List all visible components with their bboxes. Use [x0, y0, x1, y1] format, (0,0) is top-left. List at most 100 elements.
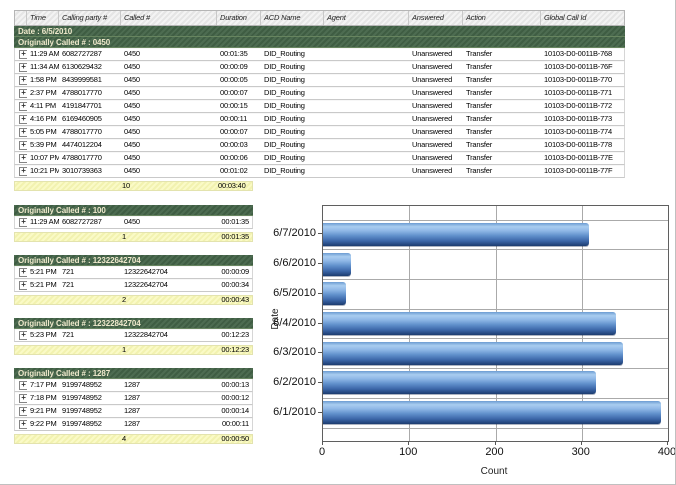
cell-action: Transfer: [466, 127, 493, 136]
column-header-action[interactable]: Action: [463, 11, 541, 25]
table-row: +9:22 PM 9199748952 1287 00:00:11: [14, 418, 253, 431]
call-group-section: Originally Called # : 100 +11:29 AM 608272…: [14, 205, 253, 242]
cell-called: 0450: [124, 127, 140, 136]
expand-cell: +: [15, 152, 27, 164]
cell-time: 4:11 PM: [30, 101, 56, 110]
summary-count: 2: [122, 296, 126, 304]
table-row: +10:21 PM 3010739363 0450 00:01:02 DID_Routi…: [14, 165, 625, 178]
cell-answered: Unanswered: [412, 127, 453, 136]
y-axis-tick-label: 6/5/2010: [273, 286, 316, 299]
cell-answered: Unanswered: [412, 153, 453, 162]
cell-duration: 00:00:03: [220, 140, 248, 149]
expand-cell: +: [15, 379, 27, 391]
cell-agent: [324, 61, 409, 73]
expand-cell: +: [15, 113, 27, 125]
gridline-horizontal: [323, 308, 668, 310]
expand-row-button[interactable]: +: [19, 63, 27, 72]
cell-called: 1287: [124, 406, 140, 415]
summary-count: 10: [122, 182, 130, 190]
expand-row-button[interactable]: +: [19, 115, 27, 124]
expand-row-button[interactable]: +: [19, 381, 27, 390]
expand-row-button[interactable]: +: [19, 407, 27, 416]
column-header-called[interactable]: Called #: [121, 11, 217, 25]
expand-row-button[interactable]: +: [19, 420, 27, 429]
expand-row-button[interactable]: +: [19, 218, 27, 227]
group-summary-row: 4 00:00:50: [14, 434, 253, 444]
group-header-band: Originally Called # : 12322642704: [14, 255, 253, 266]
expand-cell: +: [15, 139, 27, 151]
cell-global_id: 10103-D0-0011B-768: [544, 49, 612, 58]
cell-agent: [324, 152, 409, 164]
gridline-horizontal: [323, 249, 668, 251]
y-axis-tick: [318, 233, 322, 235]
expand-cell: +: [15, 165, 27, 177]
expand-row-button[interactable]: +: [19, 102, 27, 111]
expand-row-button[interactable]: +: [19, 268, 27, 277]
summary-spacer: [15, 435, 119, 443]
cell-action: Transfer: [466, 166, 493, 175]
table-row: +11:29 AM 6082727287 0450 00:01:35: [14, 216, 253, 229]
column-header-expand[interactable]: [15, 11, 27, 25]
cell-agent: [324, 165, 409, 177]
expand-row-button[interactable]: +: [19, 394, 27, 403]
cell-called: 1287: [124, 419, 140, 428]
expand-cell: +: [15, 418, 27, 430]
expand-row-button[interactable]: +: [19, 141, 27, 150]
expand-row-button[interactable]: +: [19, 281, 27, 290]
column-header-duration[interactable]: Duration: [217, 11, 261, 25]
cell-called: 0450: [124, 217, 140, 226]
cell-duration: 00:00:05: [220, 75, 248, 84]
cell-acd: DID_Routing: [264, 62, 305, 71]
cell-calling: 6169460905: [62, 114, 102, 123]
summary-count: 1: [122, 233, 126, 241]
gridline-horizontal: [323, 278, 668, 280]
expand-row-button[interactable]: +: [19, 128, 27, 137]
cell-time: 2:37 PM: [30, 88, 57, 97]
cell-time: 9:21 PM: [30, 406, 57, 415]
calls-by-date-chart: Date 0 100 200 300 400 6/7/2010 6/6/2010 6/5/20…: [270, 198, 675, 484]
expand-cell: +: [15, 329, 27, 341]
cell-calling: 721: [62, 330, 74, 339]
cell-called: 0450: [124, 114, 140, 123]
expand-row-button[interactable]: +: [19, 50, 27, 59]
x-axis-tick: [408, 441, 410, 445]
x-axis-tick-label: 200: [485, 446, 504, 458]
expand-row-button[interactable]: +: [19, 76, 27, 85]
table-body: +11:29 AM 6082727287 0450 00:01:35 DID_Routi…: [14, 48, 625, 178]
group-sections: Originally Called # : 100 +11:29 AM 608272…: [14, 205, 253, 457]
expand-cell: +: [15, 87, 27, 99]
expand-row-button[interactable]: +: [19, 154, 27, 163]
column-header-time[interactable]: Time: [27, 11, 59, 25]
column-header-answered[interactable]: Answered: [409, 11, 463, 25]
cell-time: 9:22 PM: [30, 419, 57, 428]
cell-acd: DID_Routing: [264, 140, 305, 149]
group-summary-row: 10 00:03:40: [14, 181, 253, 191]
table-row: +5:05 PM 4788017770 0450 00:00:07 DID_Routin…: [14, 126, 625, 139]
expand-row-button[interactable]: +: [19, 331, 27, 340]
x-axis-tick: [580, 441, 582, 445]
cell-action: Transfer: [466, 75, 493, 84]
cell-action: Transfer: [466, 88, 493, 97]
group-header-band: Originally Called # : 1287: [14, 368, 253, 379]
column-header-global-call-id[interactable]: Global Call Id: [544, 13, 587, 22]
expand-cell: +: [15, 216, 27, 228]
expand-row-button[interactable]: +: [19, 89, 27, 98]
cell-time: 1:58 PM: [30, 75, 57, 84]
cell-duration: 00:01:35: [220, 49, 248, 58]
cell-global_id: 10103-D0-0011B-773: [544, 114, 612, 123]
expand-row-button[interactable]: +: [19, 167, 27, 176]
column-header-calling-party[interactable]: Calling party #: [59, 11, 121, 25]
cell-answered: Unanswered: [412, 88, 453, 97]
y-axis-tick: [318, 352, 322, 354]
y-axis-tick-label: 6/4/2010: [273, 316, 316, 329]
column-header-acd-name[interactable]: ACD Name: [261, 11, 324, 25]
chart-bar: [323, 401, 661, 425]
cell-duration: 00:12:23: [221, 330, 249, 339]
cell-called: 12322642704: [124, 280, 168, 289]
x-axis-tick-label: 100: [399, 446, 418, 458]
cell-calling: 4474012204: [62, 140, 102, 149]
expand-cell: +: [15, 126, 27, 138]
column-header-agent[interactable]: Agent: [324, 11, 409, 25]
summary-spacer: [15, 296, 119, 304]
